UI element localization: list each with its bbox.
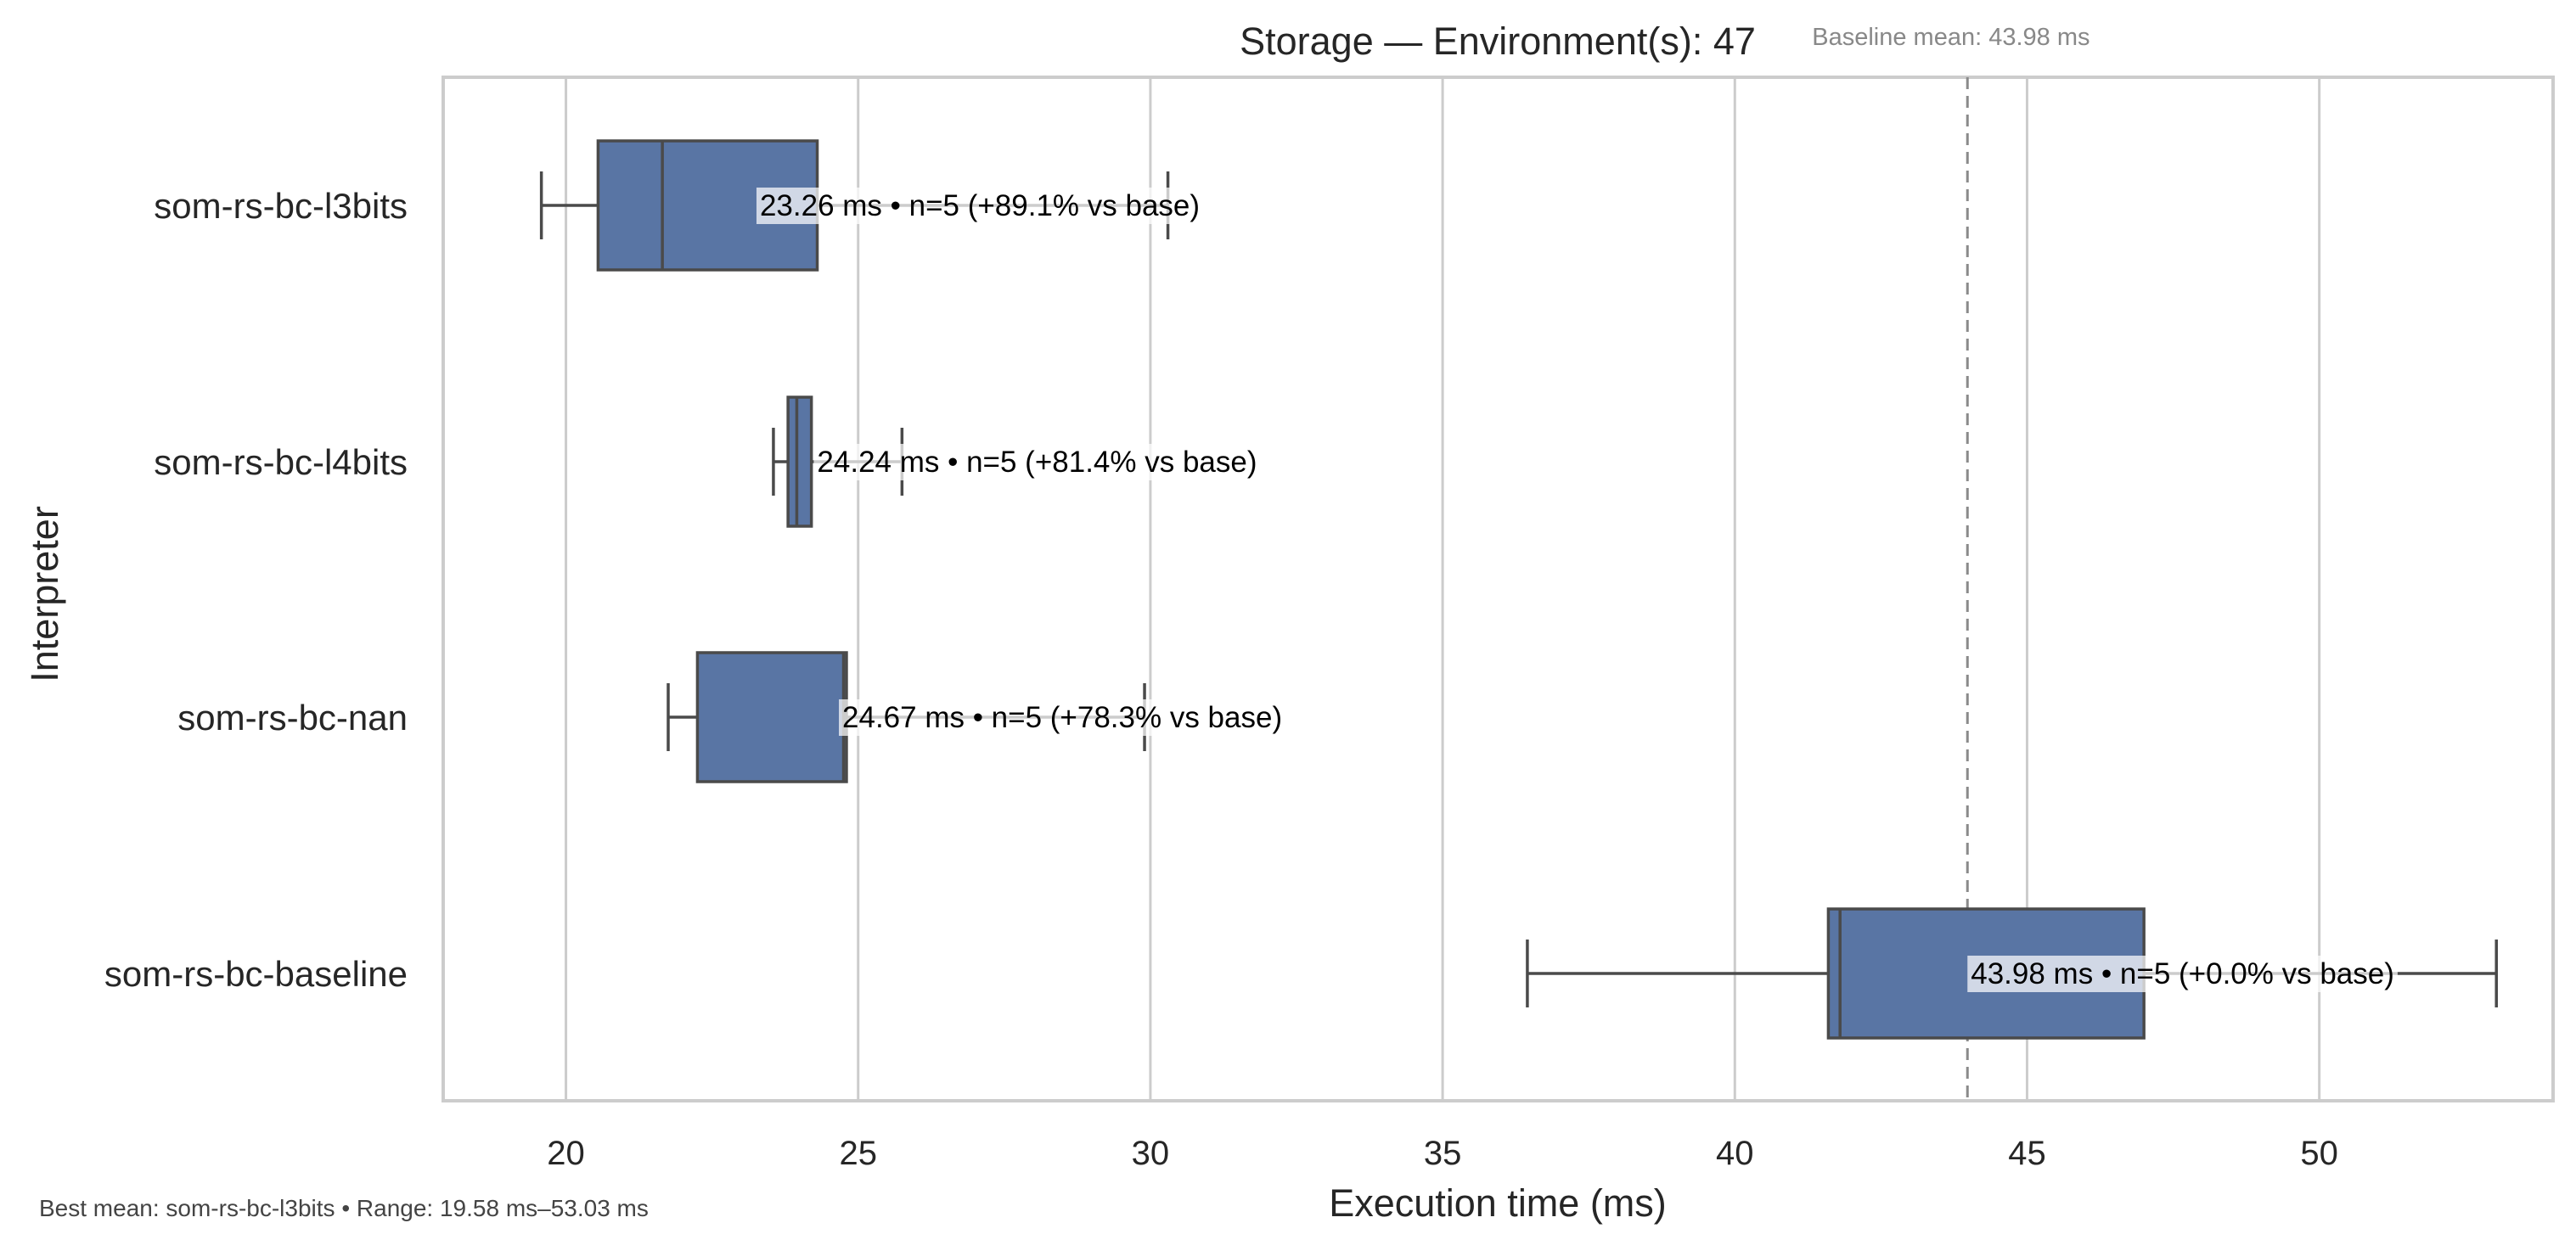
- x-tick-label: 25: [839, 1135, 877, 1172]
- y-tick-label: som-rs-bc-l4bits: [154, 442, 408, 482]
- y-axis-label: Interpreter: [23, 506, 66, 682]
- baseline-reference: Baseline mean: 43.98 ms: [1812, 24, 2090, 1101]
- annotation-background: [813, 444, 1261, 480]
- x-tick-label: 30: [1132, 1135, 1170, 1172]
- annotation-background: [1967, 956, 2398, 992]
- x-tick-label: 50: [2300, 1135, 2338, 1172]
- x-axis-label: Execution time (ms): [1329, 1181, 1667, 1225]
- box-annotation: 43.98 ms • n=5 (+0.0% vs base): [1971, 957, 2394, 990]
- summary-footnote: Best mean: som-rs-bc-l3bits • Range: 19.…: [39, 1195, 649, 1221]
- chart-title: Storage — Environment(s): 47: [1240, 20, 1756, 63]
- x-tick-label: 35: [1424, 1135, 1462, 1172]
- x-tick-label: 20: [547, 1135, 585, 1172]
- annotation-background: [839, 699, 1286, 736]
- x-axis-ticks: 20 25 30 35 40 45 50: [547, 1135, 2338, 1172]
- box-annotation: 24.24 ms • n=5 (+81.4% vs base): [817, 446, 1257, 479]
- x-tick-label: 45: [2008, 1135, 2046, 1172]
- plot-frame: [442, 76, 2555, 1102]
- box-annotation: 24.67 ms • n=5 (+78.3% vs base): [842, 701, 1282, 734]
- y-tick-label: som-rs-bc-baseline: [104, 954, 408, 994]
- box-series: [539, 139, 2498, 1040]
- box-iqr: [786, 395, 813, 528]
- box-annotation: 23.26 ms • n=5 (+89.1% vs base): [760, 189, 1200, 222]
- grid-lines: [565, 77, 2321, 1101]
- y-tick-label: som-rs-bc-nan: [177, 698, 408, 738]
- annotation-background: [756, 188, 1204, 224]
- box-annotations: 23.26 ms • n=5 (+89.1% vs base) 24.24 ms …: [756, 188, 2398, 992]
- x-tick-label: 40: [1716, 1135, 1754, 1172]
- box-iqr: [695, 651, 848, 783]
- y-tick-label: som-rs-bc-l3bits: [154, 186, 408, 226]
- baseline-mean-label: Baseline mean: 43.98 ms: [1812, 24, 2089, 51]
- y-axis-ticks: som-rs-bc-l3bits som-rs-bc-l4bits som-rs-b…: [104, 186, 408, 994]
- box-som-rs-bc-nan: [666, 651, 1146, 783]
